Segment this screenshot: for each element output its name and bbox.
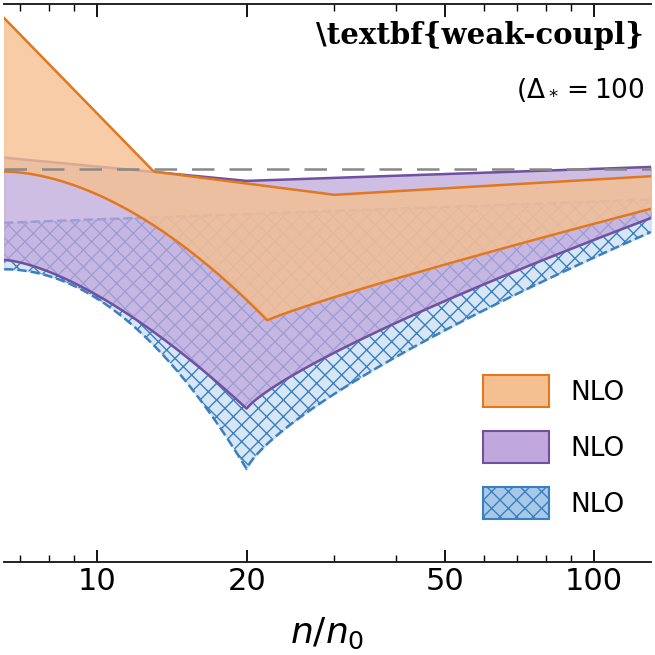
Legend: NLO, NLO, NLO: NLO, NLO, NLO: [470, 362, 637, 533]
X-axis label: $n/n_0$: $n/n_0$: [290, 616, 365, 651]
Text: \textbf{weak-coupl}: \textbf{weak-coupl}: [316, 21, 645, 50]
Text: $(\Delta_* = 100$: $(\Delta_* = 100$: [515, 77, 645, 104]
